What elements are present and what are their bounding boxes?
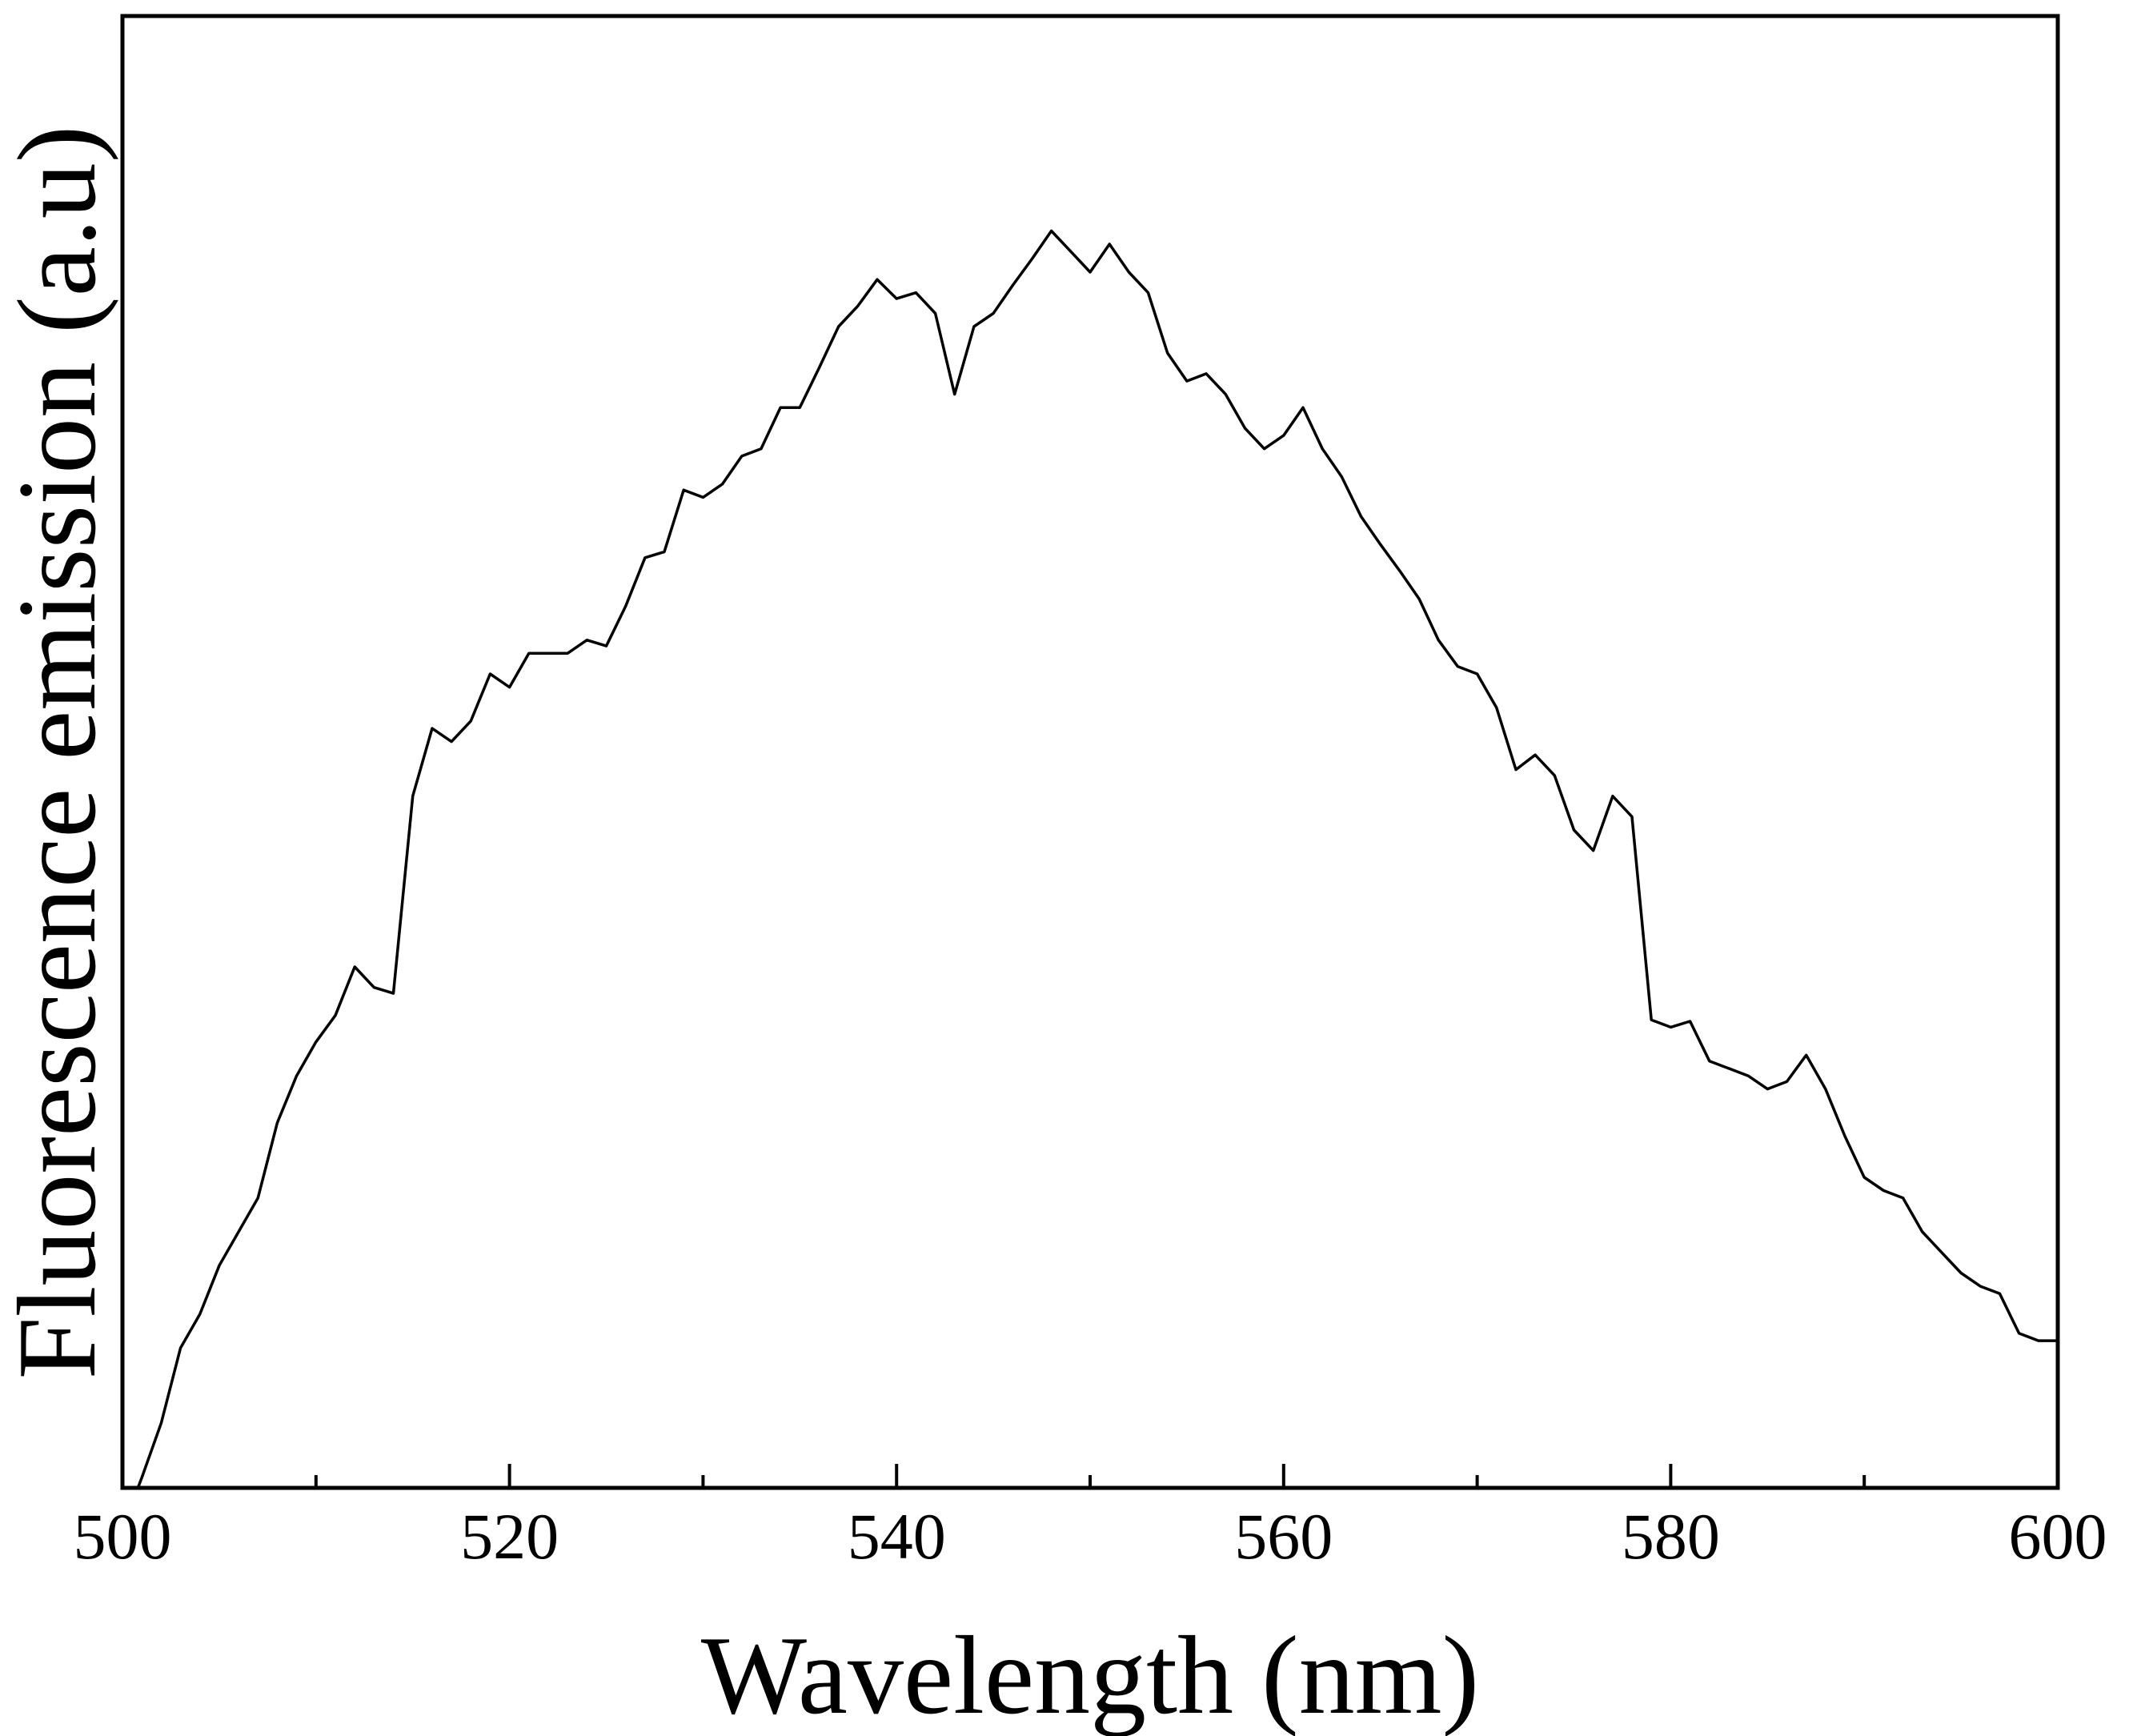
x-tick-label: 500 xyxy=(74,1500,172,1573)
y-axis-title: Fluorescence emission (a.u) xyxy=(0,126,119,1380)
data-line xyxy=(136,229,2058,1489)
x-tick-label: 600 xyxy=(2009,1500,2107,1573)
plot-frame xyxy=(120,14,2060,1490)
x-tick-label: 580 xyxy=(1622,1500,1720,1573)
x-tick-label: 520 xyxy=(460,1500,559,1573)
x-tick-label: 560 xyxy=(1234,1500,1333,1573)
x-axis-title: Wavelength (nm) xyxy=(701,1614,1479,1736)
x-tick-label: 540 xyxy=(848,1500,946,1573)
